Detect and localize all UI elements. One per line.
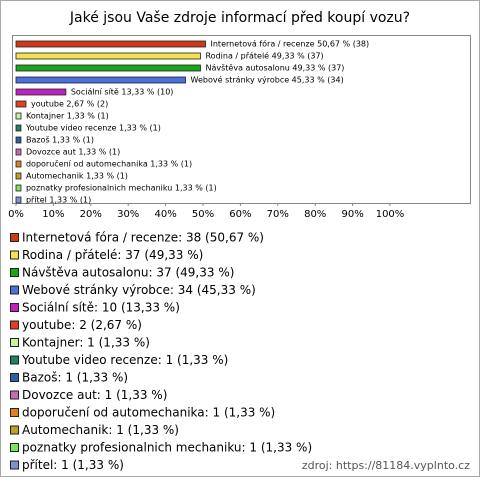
bar	[15, 76, 186, 84]
x-tick-label: 0%	[8, 209, 24, 220]
value-label: Návštěva autosalonu 49,33 % (37)	[205, 63, 344, 73]
legend-label: Automechanik: 1 (1,33 %)	[22, 423, 179, 437]
bar	[15, 160, 22, 168]
value-label: Rodina / přátelé 49,33 % (37)	[205, 51, 323, 61]
bar	[15, 136, 22, 144]
legend-label: youtube: 2 (2,67 %)	[22, 318, 142, 332]
legend-label: Bazoš: 1 (1,33 %)	[22, 371, 128, 385]
bar	[15, 64, 201, 72]
legend-swatch	[10, 320, 19, 330]
legend-swatch	[10, 460, 19, 470]
legend-swatch	[10, 250, 19, 260]
bar	[15, 52, 201, 60]
legend-label: Sociální sítě: 10 (13,33 %)	[22, 301, 180, 315]
legend-label: Kontajner: 1 (1,33 %)	[22, 336, 150, 350]
source: zdroj: https://81184.vyplnto.cz	[302, 459, 470, 472]
legend-swatch	[10, 443, 19, 452]
legend-swatch	[10, 408, 19, 417]
legend-label: Návštěva autosalonu: 37 (49,33 %)	[22, 266, 234, 280]
legend-swatch	[10, 425, 19, 435]
legend-label: Youtube video recenze: 1 (1,33 %)	[21, 353, 228, 367]
bar	[15, 40, 206, 48]
bar	[15, 124, 22, 132]
legend-swatch	[10, 390, 19, 400]
legend-swatch	[10, 285, 19, 295]
x-tick-label: 60%	[229, 209, 251, 220]
legend-swatch	[10, 233, 19, 242]
chart-title: Jaké jsou Vaše zdroje informací před kou…	[69, 10, 410, 26]
legend-swatch	[10, 355, 19, 365]
bar	[15, 172, 22, 180]
value-label: Bazoš 1,33 % (1)	[26, 135, 94, 145]
x-tick-label: 40%	[154, 209, 176, 220]
legend-swatch	[10, 373, 19, 382]
x-tick-label: 80%	[304, 209, 326, 220]
x-tick-label: 20%	[80, 209, 102, 220]
value-label: youtube 2,67 % (2)	[31, 100, 108, 109]
value-label: Automechanik 1,33 % (1)	[26, 172, 128, 181]
x-tick-label: 90%	[341, 209, 363, 220]
value-label: Webové stránky výrobce 45,33 % (34)	[191, 75, 344, 85]
bar	[15, 100, 27, 108]
legend-swatch	[10, 268, 19, 277]
plot-box	[12, 35, 471, 204]
bar	[15, 88, 67, 96]
legend-swatch	[10, 303, 19, 312]
value-label: Kontajner 1,33 % (1)	[26, 112, 109, 121]
value-label: poznatky profesionalnich mechaniku 1,33 …	[26, 184, 217, 193]
value-label: Dovozce aut 1,33 % (1)	[26, 148, 120, 157]
legend-label: doporučení od automechanika: 1 (1,33 %)	[22, 406, 275, 420]
x-tick-label: 50%	[192, 209, 214, 220]
bar	[15, 148, 22, 156]
value-label: Sociální sítě 13,33 % (10)	[71, 88, 174, 97]
x-tick-label: 100%	[376, 209, 405, 220]
bar	[15, 196, 22, 204]
legend-label: přítel: 1 (1,33 %)	[22, 458, 124, 472]
value-label: přítel 1,33 % (1)	[26, 196, 91, 205]
bar	[15, 112, 22, 120]
legend-label: Dovozce aut: 1 (1,33 %)	[22, 388, 167, 402]
x-tick-label: 70%	[267, 209, 289, 220]
value-label: Internetová fóra / recenze 50,67 % (38)	[211, 39, 370, 49]
x-tick-label: 10%	[42, 209, 64, 220]
legend-label: poznatky profesionalnich mechaniku: 1 (1…	[22, 441, 312, 455]
legend-label: Internetová fóra / recenze: 38 (50,67 %)	[22, 231, 264, 245]
legend-label: Rodina / přátelé: 37 (49,33 %)	[22, 248, 203, 262]
legend-swatch	[10, 338, 19, 347]
value-label: doporučení od automechanika 1,33 % (1)	[26, 159, 192, 169]
legend-label: Webové stránky výrobce: 34 (45,33 %)	[22, 283, 256, 297]
value-label: Youtube video recenze 1,33 % (1)	[25, 124, 161, 133]
bar	[15, 184, 22, 192]
x-tick-label: 30%	[117, 209, 139, 220]
